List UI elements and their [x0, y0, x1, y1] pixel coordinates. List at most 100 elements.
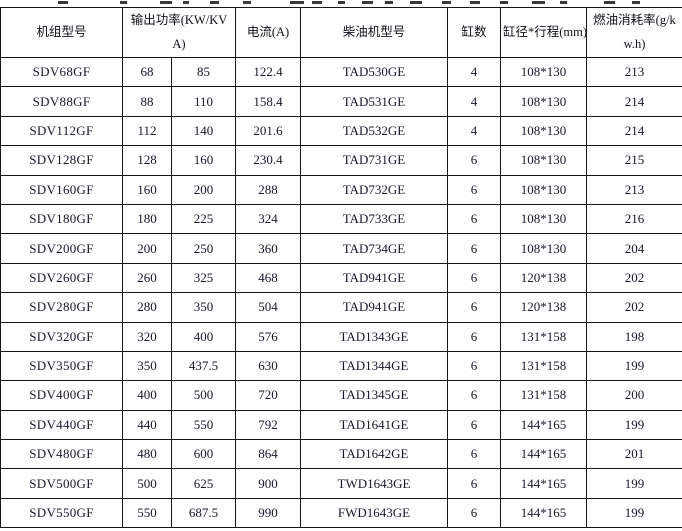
table-cell: TAD733GE [300, 203, 448, 235]
table-cell: 550 [122, 497, 172, 529]
table-row: SDV280GF 280 350 504 TAD941GE 6 120*138 202 [0, 292, 682, 323]
table-cell: 6 [447, 174, 501, 205]
table-row: SDV260GF 260 325 468 TAD941GE 6 120*138 202 [0, 262, 682, 294]
table-cell: 350 [122, 350, 172, 382]
cropped-text-fragment [632, 1, 640, 4]
cropped-text-fragment [120, 1, 127, 4]
cropped-text-fragment [442, 1, 451, 4]
cropped-text-fragment [338, 1, 345, 4]
table-cell: 131*158 [500, 380, 587, 411]
table-cell: 112 [122, 115, 172, 147]
cropped-text-fragment [385, 1, 393, 4]
table-cell: 4 [447, 56, 501, 88]
table-cell: 687.5 [171, 497, 236, 529]
unit-model-cell: SDV320GF [0, 321, 123, 352]
unit-model-cell: SDV480GF [0, 439, 123, 470]
cropped-text-fragment [312, 1, 322, 4]
table-cell: 122.4 [235, 56, 301, 88]
table-cell: 128 [122, 145, 172, 176]
cropped-text-fragment [604, 1, 615, 4]
unit-model-cell: SDV200GF [0, 233, 123, 264]
table-row: SDV180GF 180 225 324 TAD733GE 6 108*130 216 [0, 203, 682, 235]
table-cell: 576 [235, 321, 301, 352]
table-cell: 144*165 [500, 439, 587, 470]
table-cell: 88 [122, 86, 172, 117]
table-cell: 158.4 [235, 86, 301, 117]
table-row: SDV400GF 400 500 720 TAD1345GE 6 131*158 200 [0, 380, 682, 411]
table-cell: 160 [171, 145, 236, 176]
column-header-6: 燃油消耗率(g/kw.h) [586, 7, 682, 58]
table-cell: 140 [171, 115, 236, 147]
table-cell: 213 [586, 56, 682, 88]
table-row: SDV68GF 68 85 122.4 TAD530GE 4 108*130 213 [0, 56, 682, 88]
table-row: SDV350GF 350 437.5 630 TAD1344GE 6 131*158 199 [0, 350, 682, 382]
table-cell: 260 [122, 262, 172, 294]
cropped-text-fragment [500, 1, 508, 4]
table-cell: 500 [171, 380, 236, 411]
unit-model-cell: SDV160GF [0, 174, 123, 205]
table-cell: TAD1345GE [300, 380, 448, 411]
unit-model-cell: SDV280GF [0, 292, 123, 323]
table-cell: 214 [586, 115, 682, 147]
table-cell: 160 [122, 174, 172, 205]
table-cell: 144*165 [500, 468, 587, 499]
table-cell: 215 [586, 145, 682, 176]
table-cell: TAD1343GE [300, 321, 448, 352]
unit-model-cell: SDV550GF [0, 497, 123, 529]
table-row: SDV480GF 480 600 864 TAD1642GE 6 144*165 201 [0, 439, 682, 470]
cropped-text-fragment [58, 1, 68, 4]
table-cell: 480 [122, 439, 172, 470]
table-cell: 216 [586, 203, 682, 235]
table-cell: 400 [171, 321, 236, 352]
table-cell: 720 [235, 380, 301, 411]
column-header-4: 缸数 [447, 7, 501, 58]
table-cell: 230.4 [235, 145, 301, 176]
unit-model-cell: SDV128GF [0, 145, 123, 176]
table-cell: 792 [235, 409, 301, 441]
cropped-text-fragment [470, 1, 480, 4]
column-header-2: 电流(A) [235, 7, 301, 58]
generator-spec-table: 机组型号 输出功率(KW/KVA) 电流(A) 柴油机型号 缸数 缸径*行程(mm) 燃油消… [0, 7, 682, 529]
table-cell: 350 [171, 292, 236, 323]
table-cell: 108*130 [500, 56, 587, 88]
table-row: SDV550GF 550 687.5 990 FWD1643GE 6 144*165 199 [0, 497, 682, 529]
table-cell: 144*165 [500, 497, 587, 529]
table-cell: 108*130 [500, 174, 587, 205]
table-cell: 4 [447, 115, 501, 147]
table-cell: 202 [586, 292, 682, 323]
table-cell: 200 [586, 380, 682, 411]
table-cell: 600 [171, 439, 236, 470]
table-cell: 550 [171, 409, 236, 441]
table-cell: 204 [586, 233, 682, 264]
cropped-text-fragment [410, 1, 422, 4]
table-cell: 200 [122, 233, 172, 264]
table-cell: 131*158 [500, 321, 587, 352]
table-cell: 400 [122, 380, 172, 411]
table-cell: 108*130 [500, 203, 587, 235]
table-cell: TAD1641GE [300, 409, 448, 441]
unit-model-cell: SDV88GF [0, 86, 123, 117]
table-header: 机组型号 输出功率(KW/KVA) 电流(A) 柴油机型号 缸数 缸径*行程(mm) 燃油消… [0, 7, 682, 58]
cropped-text-fragment [362, 1, 373, 4]
table-cell: 625 [171, 468, 236, 499]
unit-model-cell: SDV68GF [0, 56, 123, 88]
unit-model-cell: SDV500GF [0, 468, 123, 499]
table-cell: 6 [447, 145, 501, 176]
table-cell: 180 [122, 203, 172, 235]
table-cell: 108*130 [500, 86, 587, 117]
table-cell: 6 [447, 350, 501, 382]
table-cell: 120*138 [500, 292, 587, 323]
unit-model-cell: SDV400GF [0, 380, 123, 411]
table-row: SDV500GF 500 625 900 TWD1643GE 6 144*165 199 [0, 468, 682, 499]
table-row: SDV160GF 160 200 288 TAD732GE 6 108*130 213 [0, 174, 682, 205]
table-cell: 6 [447, 292, 501, 323]
table-cell: TAD734GE [300, 233, 448, 264]
table-body: SDV68GF 68 85 122.4 TAD530GE 4 108*130 213 SDV88… [0, 56, 682, 529]
table-cell: TWD1643GE [300, 468, 448, 499]
table-row: SDV88GF 88 110 158.4 TAD531GE 4 108*130 214 [0, 86, 682, 117]
table-cell: 500 [122, 468, 172, 499]
table-cell: 85 [171, 56, 236, 88]
table-cell: 200 [171, 174, 236, 205]
table-cell: 199 [586, 468, 682, 499]
table-cell: TAD1344GE [300, 350, 448, 382]
